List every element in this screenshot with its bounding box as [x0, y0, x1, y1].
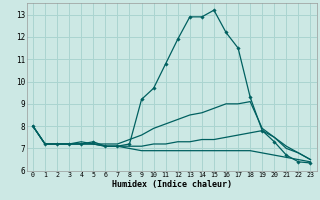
X-axis label: Humidex (Indice chaleur): Humidex (Indice chaleur)	[112, 180, 232, 189]
